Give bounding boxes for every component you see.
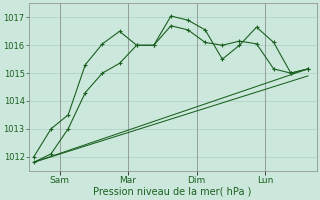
X-axis label: Pression niveau de la mer( hPa ): Pression niveau de la mer( hPa ) [93, 187, 252, 197]
